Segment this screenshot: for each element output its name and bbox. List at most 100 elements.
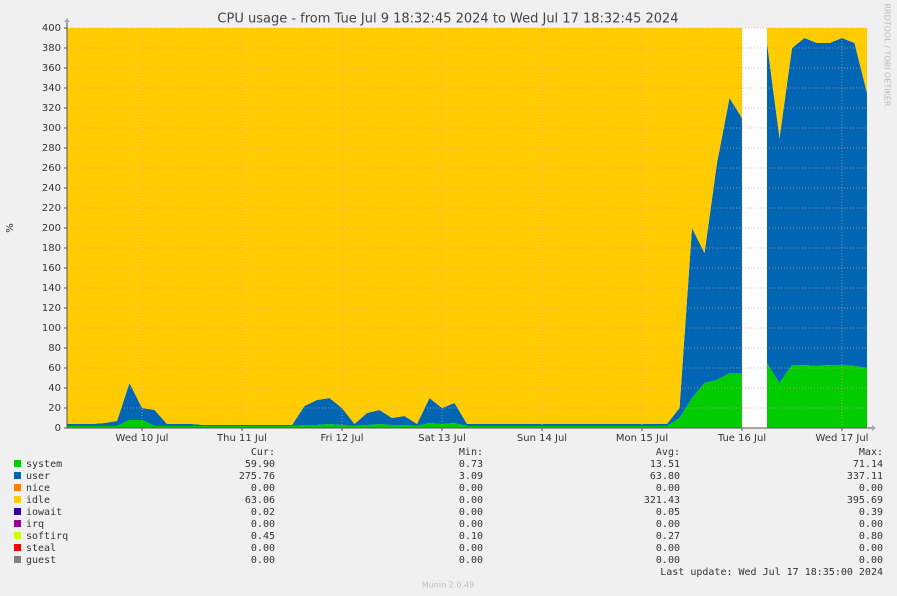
stat-value: 0.00 xyxy=(859,519,883,530)
y-tick-label: 360 xyxy=(42,63,61,74)
axes: 0 20 40 60 80 100 120 140 160 180 200 220 240 260 280 3… xyxy=(42,18,876,444)
x-tick-label: Wed 17 Jul xyxy=(816,433,869,444)
y-tick-label: 340 xyxy=(42,83,61,94)
legend-label: idle xyxy=(26,495,50,506)
stat-value: 0.05 xyxy=(656,507,680,518)
stat-value: 0.00 xyxy=(459,483,483,494)
x-tick-label: Fri 12 Jul xyxy=(320,433,363,444)
stat-value: 0.10 xyxy=(459,531,483,542)
stat-value: 0.00 xyxy=(459,555,483,566)
areas xyxy=(67,28,867,428)
stat-value: 0.02 xyxy=(251,507,275,518)
legend-swatch xyxy=(14,556,21,563)
stat-value: 0.45 xyxy=(251,531,275,542)
stat-value: 0.00 xyxy=(459,543,483,554)
legend-label: user xyxy=(26,471,50,482)
legend-label: steal xyxy=(26,543,56,554)
y-tick-label: 280 xyxy=(42,143,61,154)
legend-label: system xyxy=(26,459,62,470)
legend-label: softirq xyxy=(26,531,68,542)
stat-value: 0.00 xyxy=(656,555,680,566)
legend-swatch xyxy=(14,520,21,527)
stat-value: 0.00 xyxy=(859,555,883,566)
legend-swatch xyxy=(14,460,21,467)
stat-value: 0.00 xyxy=(459,519,483,530)
x-tick-label: Sat 13 Jul xyxy=(418,433,466,444)
legend-label: guest xyxy=(26,555,56,566)
y-tick-label: 40 xyxy=(48,383,61,394)
stat-value: 63.06 xyxy=(245,495,275,506)
legend-swatch xyxy=(14,484,21,491)
stat-value: 0.00 xyxy=(251,543,275,554)
stat-value: 337.11 xyxy=(847,471,883,482)
stat-value: 0.00 xyxy=(656,483,680,494)
credit: RRDTOOL / TOBI OETIKER xyxy=(883,3,892,106)
stat-value: 0.00 xyxy=(251,483,275,494)
legend: Cur: Min: Avg: Max: system 59.90 0.73 13.51 71.1… xyxy=(14,447,883,566)
x-tick-label: Mon 15 Jul xyxy=(616,433,668,444)
y-tick-label: 100 xyxy=(42,323,61,334)
x-tick-label: Sun 14 Jul xyxy=(517,433,567,444)
chart-title: CPU usage - from Tue Jul 9 18:32:45 2024… xyxy=(217,12,678,27)
y-tick-label: 380 xyxy=(42,43,61,54)
legend-label: irq xyxy=(26,519,44,530)
stat-value: 321.43 xyxy=(644,495,680,506)
legend-swatch xyxy=(14,544,21,551)
area-idle xyxy=(67,28,867,425)
stat-value: 0.00 xyxy=(859,543,883,554)
legend-swatch xyxy=(14,496,21,503)
y-tick-label: 200 xyxy=(42,223,61,234)
y-axis-label: % xyxy=(5,223,16,233)
grid xyxy=(67,27,867,429)
y-tick-label: 20 xyxy=(48,403,61,414)
x-tick-label: Wed 10 Jul xyxy=(116,433,169,444)
stat-value: 275.76 xyxy=(239,471,275,482)
stats-header: Min: xyxy=(459,447,483,458)
x-arrow xyxy=(872,425,876,431)
last-update: Last update: Wed Jul 17 18:35:00 2024 xyxy=(660,567,883,578)
stat-value: 0.27 xyxy=(656,531,680,542)
stats-header: Cur: xyxy=(251,447,275,458)
y-tick-label: 60 xyxy=(48,363,61,374)
stat-value: 0.00 xyxy=(656,543,680,554)
x-tick-label: Thu 11 Jul xyxy=(216,433,267,444)
y-tick-label: 260 xyxy=(42,163,61,174)
y-tick-label: 0 xyxy=(55,423,61,434)
stat-value: 0.00 xyxy=(459,495,483,506)
y-tick-label: 240 xyxy=(42,183,61,194)
y-tick-label: 320 xyxy=(42,103,61,114)
stat-value: 0.00 xyxy=(859,483,883,494)
legend-swatch xyxy=(14,532,21,539)
stat-value: 395.69 xyxy=(847,495,883,506)
stat-value: 13.51 xyxy=(650,459,680,470)
footer: Munin 2.0.49 xyxy=(422,581,474,590)
stat-value: 0.00 xyxy=(251,555,275,566)
legend-label: iowait xyxy=(26,507,62,518)
legend-swatch xyxy=(14,472,21,479)
stat-value: 0.80 xyxy=(859,531,883,542)
y-arrow xyxy=(64,18,70,22)
stat-value: 59.90 xyxy=(245,459,275,470)
y-tick-label: 220 xyxy=(42,203,61,214)
stat-value: 0.00 xyxy=(656,519,680,530)
y-tick-label: 120 xyxy=(42,303,61,314)
stat-value: 0.00 xyxy=(251,519,275,530)
stat-value: 0.39 xyxy=(859,507,883,518)
y-tick-label: 400 xyxy=(42,23,61,34)
legend-swatch xyxy=(14,508,21,515)
legend-label: nice xyxy=(26,483,50,494)
stat-value: 71.14 xyxy=(853,459,883,470)
stat-value: 3.09 xyxy=(459,471,483,482)
stat-value: 63.80 xyxy=(650,471,680,482)
x-tick-label: Tue 16 Jul xyxy=(717,433,766,444)
y-tick-label: 180 xyxy=(42,243,61,254)
y-tick-label: 140 xyxy=(42,283,61,294)
y-tick-label: 80 xyxy=(48,343,61,354)
area-system xyxy=(67,363,867,428)
stat-value: 0.73 xyxy=(459,459,483,470)
stats-header: Max: xyxy=(859,447,883,458)
y-tick-label: 160 xyxy=(42,263,61,274)
stats-header: Avg: xyxy=(656,447,680,458)
stat-value: 0.00 xyxy=(459,507,483,518)
y-tick-label: 300 xyxy=(42,123,61,134)
